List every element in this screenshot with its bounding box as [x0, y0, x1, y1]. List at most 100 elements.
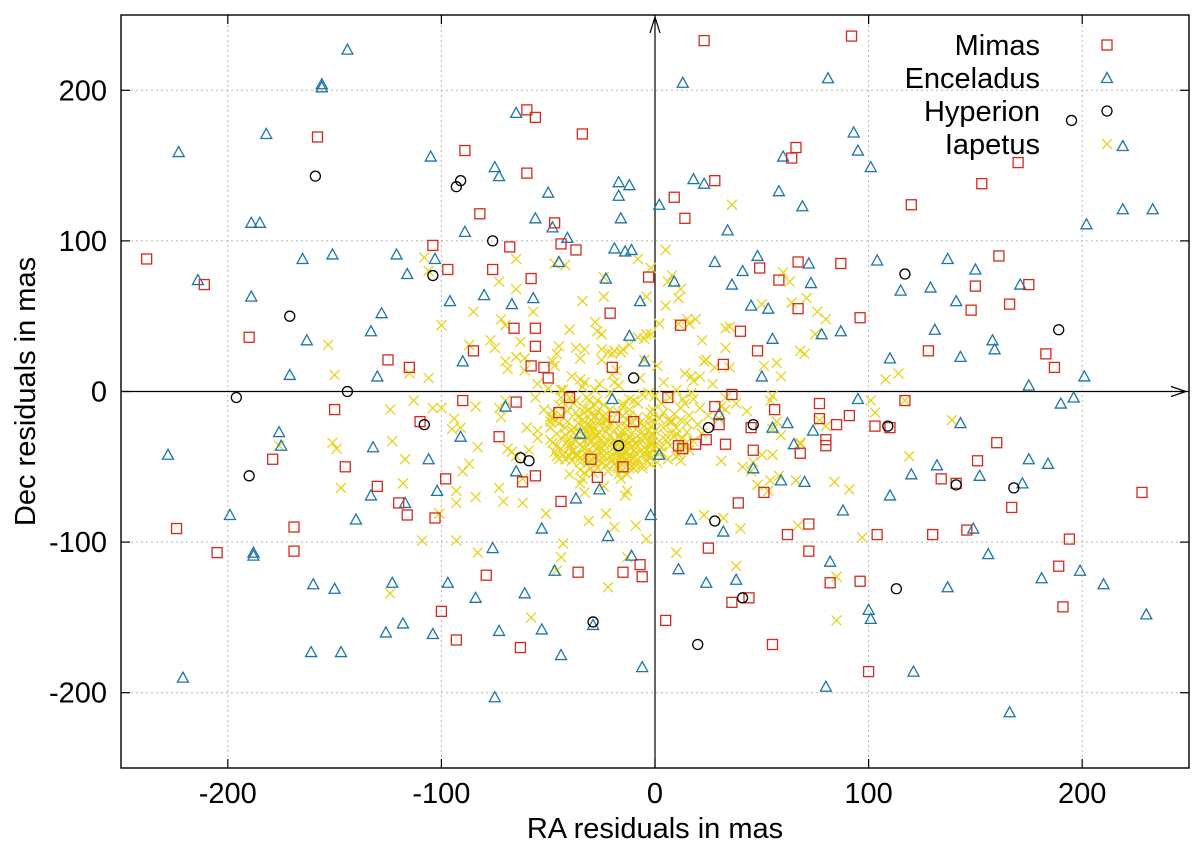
data-point-iapetus [532, 378, 543, 390]
data-point-mimas [813, 412, 826, 425]
data-point-iapetus [525, 611, 537, 623]
data-point-enceladus [518, 586, 532, 599]
data-point-iapetus [423, 265, 435, 277]
data-point-iapetus [696, 334, 708, 346]
data-point-enceladus [304, 645, 318, 658]
data-point-iapetus [579, 343, 590, 355]
data-point-iapetus [450, 497, 462, 509]
data-point-enceladus [953, 350, 968, 363]
data-point-mimas [371, 480, 383, 493]
data-point-enceladus [1022, 452, 1036, 465]
data-point-mimas [803, 518, 815, 530]
data-point-iapetus [551, 348, 563, 360]
data-point-iapetus [510, 283, 522, 295]
data-point-iapetus [608, 521, 620, 533]
data-point-mimas [572, 566, 584, 578]
data-point-enceladus [172, 145, 186, 158]
data-point-mimas [450, 634, 463, 646]
data-point-enceladus [834, 324, 848, 337]
data-point-iapetus [555, 551, 567, 563]
data-point-iapetus [591, 405, 603, 417]
data-point-enceladus [802, 256, 816, 269]
data-point-iapetus [809, 328, 821, 340]
data-point-iapetus [677, 432, 689, 444]
data-point-mimas [487, 263, 499, 276]
data-point-iapetus [594, 426, 605, 438]
data-point-mimas [525, 360, 537, 372]
data-point-iapetus [470, 491, 482, 503]
data-point-hyperion [450, 181, 463, 193]
data-point-iapetus [865, 395, 877, 406]
data-point-enceladus [364, 488, 378, 501]
data-point-enceladus [981, 547, 995, 560]
series-iapetus [273, 199, 958, 626]
data-point-mimas [745, 421, 757, 434]
data-point-iapetus [495, 313, 507, 325]
data-point-mimas [1053, 560, 1065, 572]
data-point-mimas [899, 394, 911, 407]
data-point-iapetus [690, 313, 702, 325]
data-point-iapetus [698, 509, 710, 521]
data-point-enceladus [535, 521, 549, 534]
data-point-enceladus [441, 575, 455, 588]
data-point-iapetus [730, 398, 742, 410]
data-point-mimas [529, 322, 542, 334]
data-point-hyperion [702, 421, 715, 434]
data-point-enceladus [505, 297, 519, 310]
data-point-iapetus [737, 461, 749, 473]
data-point-iapetus [794, 438, 806, 450]
data-point-iapetus [602, 414, 614, 426]
data-point-mimas [969, 280, 982, 292]
data-point-enceladus [340, 42, 355, 55]
data-point-iapetus [538, 404, 550, 416]
data-point-mimas [781, 528, 794, 541]
data-point-mimas [570, 244, 582, 256]
data-point-mimas [854, 312, 866, 324]
data-point-enceladus [928, 322, 942, 335]
data-point-iapetus [510, 253, 522, 265]
data-point-iapetus [724, 361, 736, 373]
data-point-mimas [555, 495, 567, 508]
data-point-mimas [435, 605, 448, 618]
data-point-enceladus [535, 622, 549, 635]
data-point-iapetus [715, 455, 727, 467]
data-point-iapetus [673, 292, 684, 304]
data-point-enceladus [765, 420, 780, 433]
data-point-mimas [862, 665, 875, 678]
data-point-mimas [585, 453, 597, 465]
data-point-enceladus [637, 354, 651, 367]
data-point-iapetus [457, 465, 469, 477]
data-point-enceladus [272, 425, 286, 438]
data-point-enceladus [870, 253, 884, 266]
data-point-mimas [516, 476, 529, 488]
data-point-mimas [591, 471, 603, 483]
data-point-iapetus [720, 342, 731, 354]
data-point-iapetus [555, 443, 567, 455]
data-point-enceladus [385, 575, 399, 588]
data-point-enceladus [315, 77, 329, 90]
data-point-enceladus [1002, 705, 1017, 718]
data-point-mimas [140, 253, 153, 265]
data-point-mimas [382, 354, 394, 366]
data-point-enceladus [569, 491, 583, 504]
data-point-iapetus [660, 244, 672, 256]
data-point-hyperion [523, 455, 535, 467]
data-point-iapetus [608, 345, 620, 357]
data-point-iapetus [696, 428, 708, 440]
data-point-mimas [824, 577, 836, 589]
data-point-enceladus [454, 429, 468, 442]
data-point-iapetus [903, 450, 915, 462]
data-point-iapetus [658, 407, 670, 419]
data-point-iapetus [335, 482, 347, 494]
data-point-iapetus [386, 435, 398, 447]
data-point-iapetus [598, 480, 610, 492]
data-point-mimas [993, 250, 1005, 262]
data-point-mimas [884, 421, 896, 434]
data-point-mimas [529, 111, 542, 124]
data-point-iapetus [470, 401, 482, 413]
data-point-iapetus [655, 446, 667, 458]
data-point-mimas [403, 361, 416, 374]
data-point-iapetus [681, 426, 693, 438]
data-point-enceladus [1041, 456, 1055, 469]
data-point-iapetus [579, 402, 590, 414]
